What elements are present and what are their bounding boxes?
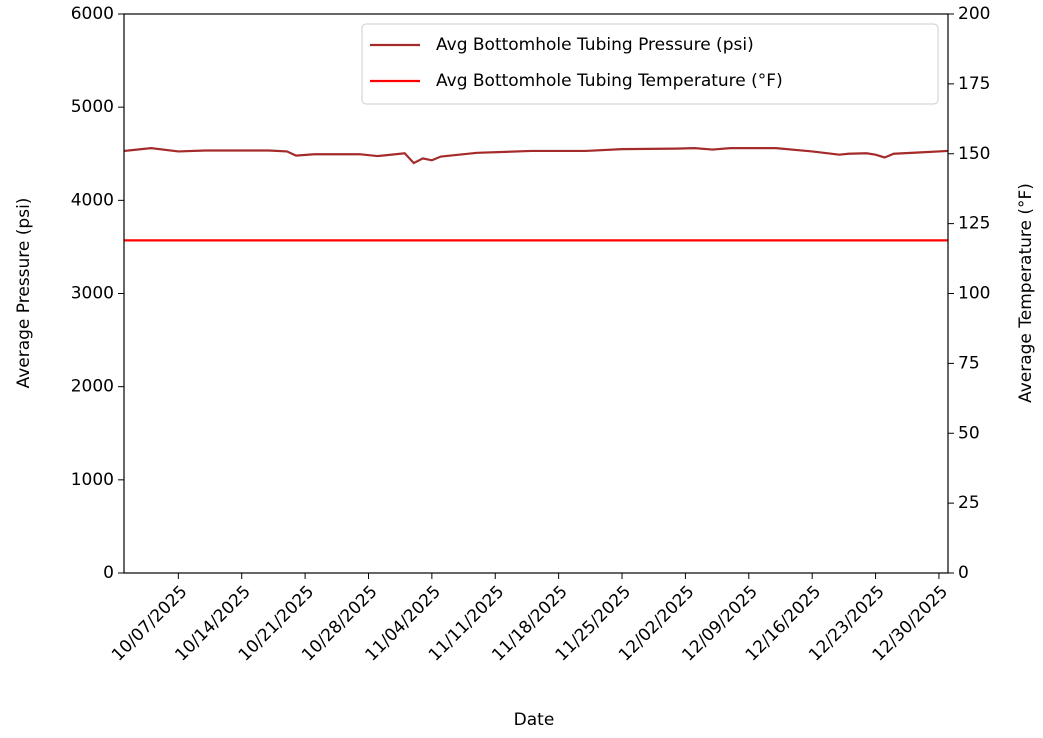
y2-tick-label: 75 (958, 353, 980, 373)
y-axis-label: Average Pressure (psi) (14, 198, 34, 389)
series-line (123, 147, 949, 165)
y2-tick-label: 25 (958, 493, 980, 513)
y2-axis-label: Average Temperature (°F) (1016, 183, 1036, 403)
y-tick-label: 4000 (71, 190, 114, 210)
x-axis-label: Date (514, 710, 555, 730)
y2-tick-label: 200 (958, 4, 990, 24)
y2-tick-label: 50 (958, 423, 980, 443)
y-tick-label: 5000 (71, 97, 114, 117)
y2-tick-label: 125 (958, 214, 990, 234)
y-tick-label: 6000 (71, 4, 114, 24)
y-tick-label: 2000 (71, 377, 114, 397)
y2-tick-label: 150 (958, 144, 990, 164)
y2-tick-label: 175 (958, 74, 990, 94)
y-tick-label: 1000 (71, 470, 114, 490)
plot-frame (123, 13, 949, 574)
y-tick-label: 0 (103, 563, 114, 583)
y2-tick-label: 100 (958, 284, 990, 304)
legend-box (361, 23, 939, 105)
y2-tick-label: 0 (958, 563, 969, 583)
y-tick-label: 3000 (71, 284, 114, 304)
legend-label: Avg Bottomhole Tubing Temperature (°F) (436, 71, 783, 91)
legend-label: Avg Bottomhole Tubing Pressure (psi) (436, 35, 754, 55)
